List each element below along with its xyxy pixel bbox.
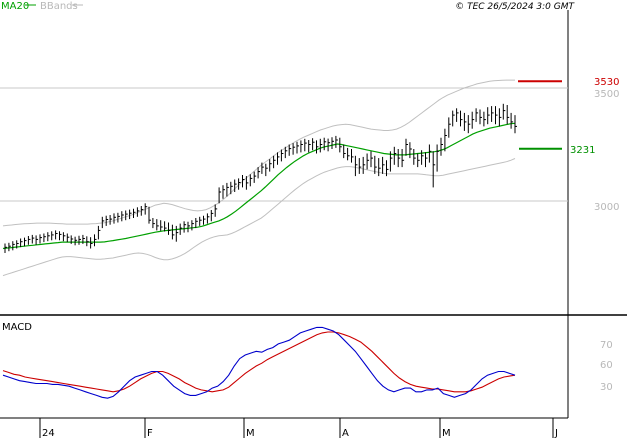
x-label-24: 24 [42, 428, 55, 439]
macd-tick-30: 30 [600, 382, 613, 393]
x-label-f: F [147, 428, 153, 439]
bband-upper-line [2, 79, 515, 227]
x-label-a: A [342, 428, 349, 439]
ma20-line [2, 122, 516, 250]
x-axis-ticks [39, 418, 554, 438]
macd-label: MACD [2, 322, 32, 333]
support-label: 3231 [570, 145, 595, 156]
macd-tick-70: 70 [600, 340, 613, 351]
macd-signal-line [2, 331, 516, 393]
macd-tick-60: 60 [600, 360, 613, 371]
resistance-label: 3530 [594, 77, 619, 88]
bband-lower-line [2, 158, 516, 277]
price-tick-3500: 3500 [594, 89, 619, 100]
price-tick-3000: 3000 [594, 202, 619, 213]
macd-line [2, 326, 516, 399]
x-label-j: J [554, 428, 558, 439]
legend-bbands: BBands [40, 1, 78, 12]
price-bars [4, 103, 517, 253]
copyright-text: © TEC 26/5/2024 3:0 GMT [455, 2, 575, 12]
legend-ma20: MA20 [1, 1, 29, 12]
x-label-m2: M [442, 428, 451, 439]
x-label-m1: M [246, 428, 255, 439]
